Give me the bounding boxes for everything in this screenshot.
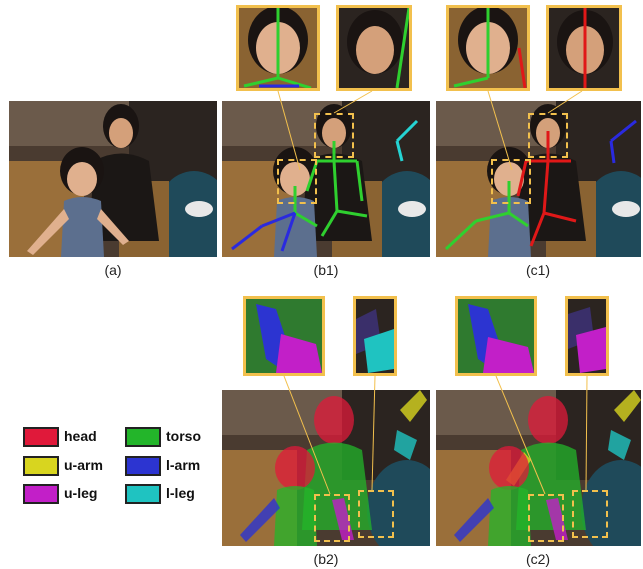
photo-b1 xyxy=(222,101,430,257)
legend-label-l-leg: l-leg xyxy=(166,485,195,501)
legend-swatch-u-leg xyxy=(23,484,59,504)
zoom-region-b2-right xyxy=(358,490,394,538)
photo-c2 xyxy=(436,390,641,546)
inset-b1-right-face xyxy=(339,8,409,88)
caption-c1: (c1) xyxy=(525,262,551,278)
zoom-region-c2-right xyxy=(572,490,608,538)
zoom-region-c2-left xyxy=(528,494,564,542)
photo-a xyxy=(9,101,217,257)
caption-b2: (b2) xyxy=(313,551,339,567)
legend-label-head: head xyxy=(64,428,97,444)
inset-c1-left-face xyxy=(449,8,527,88)
inset-b2-left xyxy=(243,296,325,376)
zoom-region-c1-top xyxy=(528,113,568,158)
photo-c1-scene xyxy=(436,101,641,257)
legend-label-u-leg: u-leg xyxy=(64,485,98,501)
zoom-region-c1-bottom xyxy=(491,159,531,204)
inset-c1-left xyxy=(446,5,530,91)
zoom-region-b2-left xyxy=(314,494,350,542)
inset-c1-right xyxy=(546,5,622,91)
inset-c2-left-segmentation xyxy=(458,299,534,373)
inset-b1-right xyxy=(336,5,412,91)
legend-swatch-l-arm xyxy=(125,456,161,476)
caption-b1: (b1) xyxy=(313,262,339,278)
caption-c2: (c2) xyxy=(525,551,551,567)
inset-b1-left-face xyxy=(239,8,317,88)
photo-b2 xyxy=(222,390,430,546)
inset-b1-left xyxy=(236,5,320,91)
caption-a: (a) xyxy=(104,262,122,278)
inset-b2-left-segmentation xyxy=(246,299,322,373)
inset-c2-left xyxy=(455,296,537,376)
legend-label-torso: torso xyxy=(166,428,201,444)
legend-swatch-torso xyxy=(125,427,161,447)
legend-label-l-arm: l-arm xyxy=(166,457,201,473)
pose-skeleton-b1 xyxy=(231,119,419,252)
legend-swatch-l-leg xyxy=(125,484,161,504)
legend-swatch-head xyxy=(23,427,59,447)
inset-b2-right-segmentation xyxy=(356,299,394,373)
photo-c1 xyxy=(436,101,641,257)
inset-c2-right xyxy=(565,296,609,376)
photo-a-scene xyxy=(9,101,217,257)
legend-label-u-arm: u-arm xyxy=(64,457,103,473)
inset-c2-right-segmentation xyxy=(568,299,606,373)
legend-swatch-u-arm xyxy=(23,456,59,476)
inset-b2-right xyxy=(353,296,397,376)
zoom-region-b1-bottom xyxy=(277,159,317,204)
zoom-region-b1-top xyxy=(314,113,354,158)
inset-c1-right-face xyxy=(549,8,619,88)
